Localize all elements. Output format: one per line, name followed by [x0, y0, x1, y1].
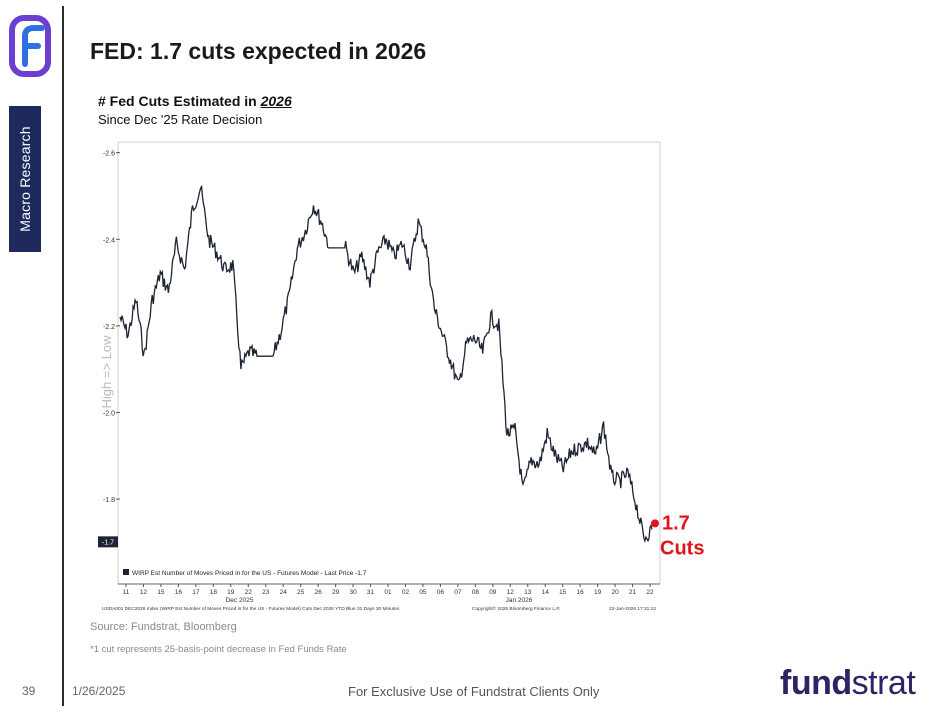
source-line-right: 22-Jan-2026 17:31:12: [609, 606, 656, 612]
chart-subtitle: Since Dec '25 Rate Decision: [98, 112, 263, 127]
fundstrat-wordmark: fundstrat: [780, 664, 916, 703]
brand-light: strat: [851, 664, 916, 702]
x-tick-label: 18: [210, 589, 218, 596]
annotation-sub: Cuts: [660, 537, 704, 559]
x-tick-label: 16: [577, 589, 585, 596]
slide-title: FED: 1.7 cuts expected in 2026: [90, 38, 427, 64]
y-tick-label: -2.0: [103, 410, 115, 417]
x-tick-label: 19: [594, 589, 602, 596]
x-tick-label: 30: [349, 589, 357, 596]
x-tick-label: 01: [384, 589, 392, 596]
x-tick-label: 31: [367, 589, 375, 596]
brand-bold: fund: [780, 664, 852, 702]
x-tick-label: 26: [315, 589, 323, 596]
chart-title: # Fed Cuts Estimated in 2026: [98, 93, 292, 109]
x-tick-label: 25: [297, 589, 305, 596]
x-tick-label: 09: [489, 589, 497, 596]
annotation-value: 1.7: [662, 512, 690, 534]
x-tick-label: 19: [227, 589, 235, 596]
x-tick-label: 22: [245, 589, 253, 596]
y-tick-label: -2.2: [103, 324, 115, 331]
slide-date: 1/26/2025: [72, 684, 126, 698]
last-value-point: [651, 519, 659, 528]
x-tick-label: 13: [524, 589, 532, 596]
x-tick-label: 06: [437, 589, 445, 596]
footnote: *1 cut represents 25-basis-point decreas…: [90, 644, 347, 655]
legend-text: WIRP Est Number of Moves Priced in for t…: [132, 570, 367, 577]
section-tab: Macro Research: [9, 106, 41, 252]
footer-disclaimer: For Exclusive Use of Fundstrat Clients O…: [348, 684, 600, 699]
plot-frame: [117, 141, 661, 585]
fed-cuts-chart: -2.6 -2.4 -2.2 -2.0 -1.8 11 12 15 16 17 18 19 22 23 2…: [98, 141, 704, 612]
section-tab-label: Macro Research: [17, 126, 34, 232]
header-divider-line: [62, 6, 64, 706]
x-tick-label: 12: [140, 589, 148, 596]
source-line-mid: Copyright© 2026 Bloomberg Finance L.P.: [472, 605, 560, 612]
chart-title-year: 2026: [260, 93, 292, 109]
x-month-label: Dec 2025: [226, 597, 254, 604]
chart-title-prefix: # Fed Cuts Estimated in: [98, 93, 261, 109]
x-tick-label: 12: [507, 589, 515, 596]
x-tick-label: 17: [192, 589, 200, 596]
x-month-label: Jan 2026: [506, 597, 533, 604]
x-tick-label: 08: [472, 589, 480, 596]
y-tick-label: -1.8: [103, 497, 115, 504]
x-tick-label: 20: [611, 589, 619, 596]
source-line-left: USDA001 DEC2026 Index (WIRP Est Number o…: [102, 606, 400, 612]
x-tick-label: 02: [402, 589, 410, 596]
last-value-tag-text: -1.7: [102, 539, 114, 546]
x-tick-label: 11: [123, 589, 130, 596]
x-tick-label: 15: [559, 589, 567, 596]
y-tick-label: -2.6: [103, 151, 115, 158]
x-tick-label: 24: [280, 589, 288, 596]
x-tick-label: 29: [332, 589, 340, 596]
source-note: Source: Fundstrat, Bloomberg: [90, 621, 237, 633]
y-axis-label: High => Low: [99, 335, 114, 409]
x-tick-label: 22: [646, 589, 654, 596]
page-number: 39: [22, 684, 36, 698]
x-tick-label: 14: [542, 589, 550, 596]
last-value-tag: -1.7: [98, 536, 118, 548]
x-tick-label: 05: [419, 589, 427, 596]
x-tick-label: 23: [262, 589, 270, 596]
x-tick-label: 15: [157, 589, 165, 596]
x-tick-label: 21: [629, 589, 637, 596]
fundstrat-logo-icon: [9, 15, 51, 77]
x-tick-label: 07: [454, 589, 462, 596]
x-tick-label: 16: [175, 589, 183, 596]
legend-swatch: [123, 569, 129, 575]
y-tick-label: -2.4: [103, 237, 115, 244]
legend: WIRP Est Number of Moves Priced in for t…: [123, 569, 367, 577]
series-line: [119, 184, 653, 544]
